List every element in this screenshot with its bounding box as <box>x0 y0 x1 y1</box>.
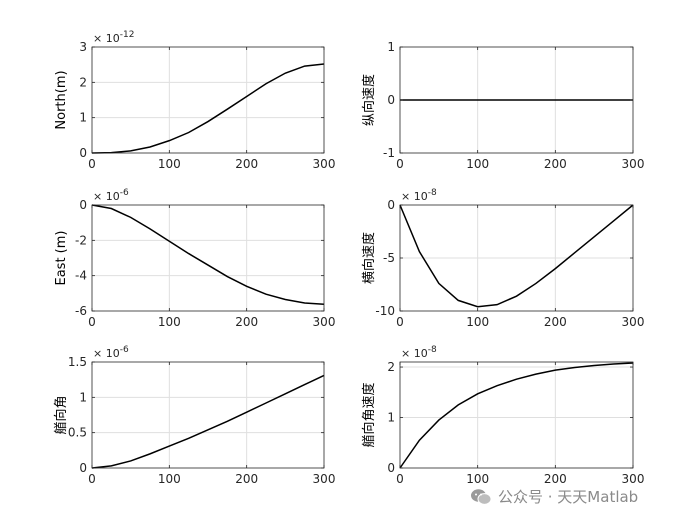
plot-area <box>92 47 324 153</box>
y-tick-label: -6 <box>75 304 87 318</box>
subplot-1: 0 100 200 300 0 1 2 3 × 10-12 North(m) <box>54 30 335 171</box>
x-tick-label: 0 <box>396 157 404 171</box>
y-tick-label: 3 <box>79 40 87 54</box>
x-tick-label: 300 <box>622 472 645 486</box>
x-tick-label: 0 <box>396 472 404 486</box>
x-tick-label: 200 <box>544 157 567 171</box>
y-tick-label: -5 <box>383 251 395 265</box>
subplot-3: 0 100 200 300 -6 -4 -2 0 × 10-6 East (m) <box>54 188 335 329</box>
y-tick-label: 0.5 <box>68 426 87 440</box>
axes-box <box>91 204 325 312</box>
x-tick-label: 200 <box>544 472 567 486</box>
x-tick-label: 300 <box>313 472 336 486</box>
exponent-label: × 10-6 <box>93 345 129 360</box>
subplot-5: 0 100 200 300 0 0.5 1 1.5 × 10-6 艏向角 <box>53 345 335 486</box>
x-tick-label: 300 <box>313 315 336 329</box>
y-axis-label: 横向速度 <box>361 232 377 284</box>
x-tick-label: 100 <box>158 472 181 486</box>
y-tick-label: 0 <box>387 461 395 475</box>
watermark: 公众号 · 天天Matlab <box>470 486 638 507</box>
x-tick-label: 0 <box>396 315 404 329</box>
y-tick-label: 0 <box>79 198 87 212</box>
x-tick-label: 200 <box>235 157 258 171</box>
y-tick-label: 0 <box>79 461 87 475</box>
x-tick-label: 200 <box>235 315 258 329</box>
watermark-text: 公众号 · 天天Matlab <box>498 488 639 506</box>
x-tick-label: 100 <box>158 315 181 329</box>
series-line <box>399 204 634 308</box>
y-tick-label: 0 <box>387 93 395 107</box>
x-tick-label: 0 <box>88 157 96 171</box>
y-tick-label: 0 <box>79 146 87 160</box>
exponent-label: × 10-8 <box>401 188 437 203</box>
x-tick-label: 300 <box>313 157 336 171</box>
y-tick-label: 2 <box>387 360 395 374</box>
series-line <box>91 374 325 469</box>
y-axis-label: 艏向角速度 <box>361 382 377 447</box>
x-tick-label: 300 <box>622 157 645 171</box>
exponent-label: × 10-8 <box>401 345 437 360</box>
subplot-4: 0 100 200 300 -10 -5 0 × 10-8 横向速度 <box>361 188 644 329</box>
exponent-label: × 10-6 <box>93 188 129 203</box>
x-tick-label: 200 <box>235 472 258 486</box>
x-tick-label: 200 <box>544 315 567 329</box>
y-tick-label: 1 <box>387 40 395 54</box>
y-axis-label: East (m) <box>54 231 69 286</box>
y-tick-label: 1 <box>79 390 87 404</box>
x-tick-label: 300 <box>622 315 645 329</box>
y-tick-label: -10 <box>375 304 395 318</box>
y-axis-label: 艏向角 <box>53 395 69 434</box>
wechat-icon <box>471 488 492 505</box>
x-tick-label: 100 <box>466 157 489 171</box>
y-tick-label: -2 <box>75 233 87 247</box>
exponent-label: × 10-12 <box>93 30 134 45</box>
x-tick-label: 0 <box>88 315 96 329</box>
series-line <box>91 63 325 154</box>
subplot-6: 0 100 200 300 0 1 2 × 10-8 艏向角速度 <box>361 345 644 486</box>
y-tick-label: 1 <box>387 411 395 425</box>
axes-box <box>399 361 634 469</box>
plot-area <box>92 362 324 468</box>
axes-box <box>91 361 325 469</box>
y-tick-label: 1.5 <box>68 355 87 369</box>
y-tick-label: -4 <box>75 269 87 283</box>
x-tick-label: 0 <box>88 472 96 486</box>
plot-area <box>92 205 324 311</box>
y-tick-label: -1 <box>383 146 395 160</box>
series-line <box>399 362 634 469</box>
x-tick-label: 100 <box>466 315 489 329</box>
x-tick-label: 100 <box>466 472 489 486</box>
y-tick-label: 0 <box>387 198 395 212</box>
y-axis-label: North(m) <box>54 70 69 129</box>
series-line <box>91 204 325 306</box>
x-tick-label: 100 <box>158 157 181 171</box>
axes-box <box>91 46 325 154</box>
y-tick-label: 2 <box>79 75 87 89</box>
y-tick-label: 1 <box>79 111 87 125</box>
plot-area <box>400 362 633 468</box>
y-axis-label: 纵向速度 <box>361 74 377 126</box>
